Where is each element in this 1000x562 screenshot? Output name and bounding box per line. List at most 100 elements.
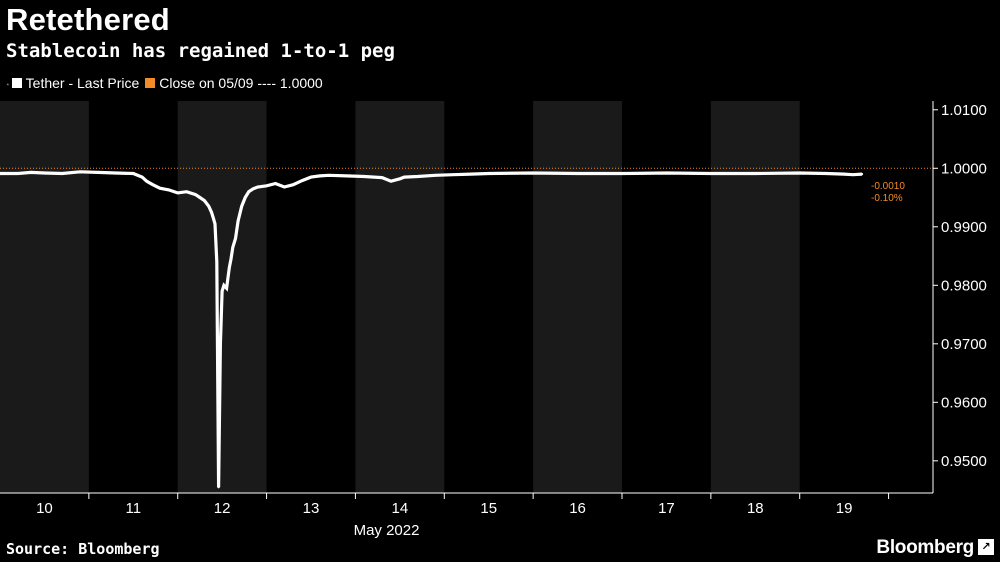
series-point: [225, 287, 228, 290]
series-point: [274, 182, 277, 185]
series-point: [327, 174, 330, 177]
series-point: [244, 196, 247, 199]
series-point: [620, 172, 624, 175]
y-tick-label: 0.9900: [941, 219, 987, 236]
band-day-14: [355, 101, 445, 493]
x-tick-label: 12: [214, 500, 231, 517]
series-point: [754, 172, 757, 175]
series-point: [140, 175, 144, 179]
series-point: [283, 185, 286, 189]
value-annotation: -0.0010: [871, 181, 905, 192]
y-tick-label: 0.9600: [941, 394, 987, 411]
series-point: [389, 179, 393, 183]
series-point: [860, 172, 864, 176]
series-point: [300, 179, 304, 182]
series-point: [576, 172, 579, 175]
series-point: [345, 174, 348, 178]
series-point: [380, 176, 384, 179]
series-point: [96, 171, 99, 174]
weekday-bands: [0, 101, 800, 493]
series-point: [43, 171, 46, 175]
x-axis: 10 11 12 13 14 15 16 17 18 19 May 2022: [0, 492, 933, 539]
legend: ˔ Tether - Last Price Close on 05/09 ---…: [6, 75, 323, 91]
series-point: [194, 193, 197, 196]
series-point: [236, 219, 240, 223]
series-point: [665, 171, 668, 175]
series-point: [215, 260, 219, 264]
x-tick-label: 13: [303, 500, 320, 517]
series-point: [709, 172, 713, 175]
series-point: [416, 175, 419, 178]
series-point: [228, 266, 231, 269]
chart-subtitle: Stablecoin has regained 1-to-1 peg: [6, 40, 395, 62]
x-tick-label: 16: [569, 500, 586, 517]
x-tick-label: 11: [125, 500, 141, 517]
brand-mark-icon: ↗: [978, 539, 994, 555]
series-point: [219, 342, 222, 346]
series-point: [222, 284, 226, 287]
series-point: [210, 210, 213, 214]
source-note: Source: Bloomberg: [6, 540, 160, 558]
y-axis: 0.9500 0.9600 0.9700 0.9800 0.9900 1.0000 1.01…: [932, 101, 987, 493]
series-point: [114, 171, 117, 175]
series-point: [363, 175, 366, 178]
series-point: [434, 174, 437, 177]
series-point: [231, 246, 235, 249]
y-tick-label: 1.0000: [941, 160, 987, 177]
series-point: [292, 183, 295, 186]
y-tick-label: 1.0100: [941, 102, 987, 119]
series-point: [403, 175, 406, 179]
series-point: [825, 172, 828, 175]
series-point: [265, 184, 268, 188]
x-tick-label: 15: [480, 500, 497, 517]
series-point: [16, 172, 19, 175]
series-point: [212, 216, 215, 220]
series-point: [469, 172, 473, 176]
x-tick-label: 17: [658, 500, 675, 517]
series-point: [176, 191, 179, 195]
pin-icon: ˔: [6, 77, 10, 89]
x-tick-label: 19: [836, 500, 853, 517]
legend-swatch-close: [145, 78, 156, 88]
annotations: -0.0010-0.10%: [871, 181, 905, 204]
y-tick-label: 0.9800: [941, 277, 987, 294]
price-series-group: [0, 170, 864, 489]
legend-label-close: Close on 05/09 ---- 1.0000: [159, 75, 323, 91]
series-point: [61, 172, 64, 175]
series-point: [240, 205, 243, 208]
series-point: [207, 205, 211, 208]
series-point: [198, 196, 202, 199]
series-point: [203, 199, 206, 202]
band-day-10: [0, 101, 89, 493]
series-point: [229, 257, 233, 261]
x-axis-label: May 2022: [354, 522, 420, 539]
x-tick-label: 10: [36, 500, 53, 517]
brand-logo: Bloomberg: [876, 537, 974, 558]
series-point: [531, 171, 535, 175]
chart-title: Retethered: [6, 2, 170, 37]
series-point: [213, 222, 217, 226]
legend-swatch-series: [11, 78, 22, 88]
x-tick-label: 18: [747, 500, 764, 517]
series-point: [0, 172, 2, 175]
series-point: [318, 174, 322, 178]
series-point: [132, 172, 135, 175]
series-point: [185, 190, 188, 193]
series-point: [798, 171, 801, 175]
series-point: [398, 177, 402, 181]
series-point: [234, 237, 237, 240]
series-point: [78, 170, 82, 173]
series-point: [29, 171, 33, 174]
series-point: [220, 289, 224, 293]
series-point: [158, 186, 162, 190]
series-point: [451, 173, 455, 176]
series-point: [487, 172, 490, 175]
legend-item-series: ˔ Tether - Last Price: [6, 75, 139, 91]
legend-label-series: Tether - Last Price: [25, 75, 140, 91]
band-day-18: [710, 101, 800, 493]
y-tick-label: 0.9500: [941, 453, 987, 470]
series-point: [309, 175, 313, 179]
value-annotation: -0.10%: [871, 193, 903, 204]
series-point: [247, 190, 250, 193]
